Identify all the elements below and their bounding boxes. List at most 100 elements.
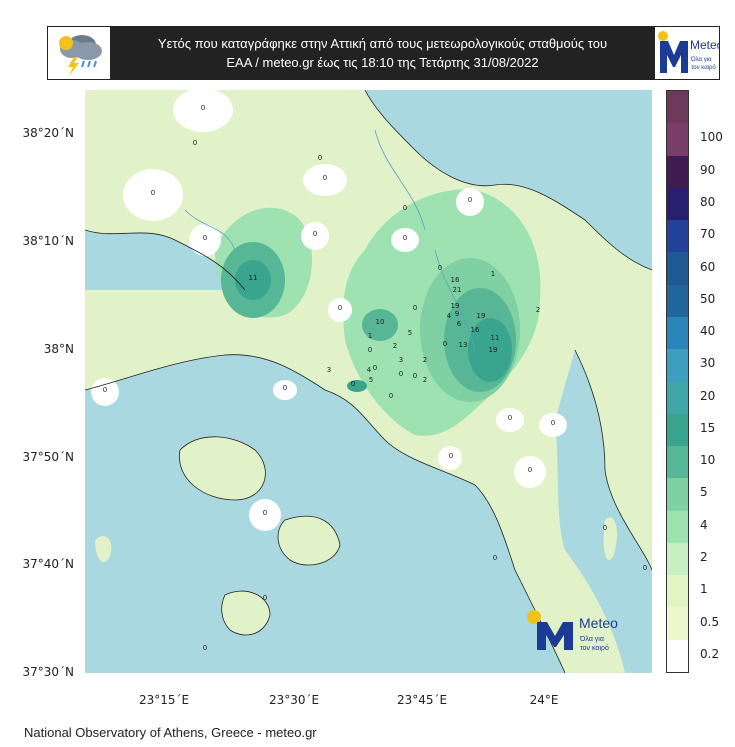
svg-text:Όλα για: Όλα για	[579, 636, 604, 643]
station-value: 0	[203, 644, 207, 652]
station-value: 11	[491, 334, 500, 342]
station-value: 0	[151, 189, 155, 197]
station-value: 0	[438, 264, 442, 272]
colorbar-step	[667, 187, 688, 221]
station-value: 19	[477, 312, 486, 320]
colorbar-label: 80	[700, 194, 716, 209]
station-value: 10	[376, 318, 385, 326]
station-value: 0	[399, 370, 403, 378]
station-value: 0	[643, 564, 647, 572]
colorbar-label: 90	[700, 162, 716, 177]
station-value: 0	[449, 452, 453, 460]
colorbar-step	[667, 155, 688, 189]
station-value: 11	[249, 274, 258, 282]
footer-credit: National Observatory of Athens, Greece -…	[24, 725, 317, 740]
colorbar-step	[667, 381, 688, 415]
precipitation-map: 0 0 0 0 0 0 0 0 0 0 11 0 0 0 0 16 21 1 19 4 9 19 6 16 10 5 0 1 0 0 2 13…	[85, 90, 652, 673]
meteo-watermark: Meteo Όλα για τον καιρό	[525, 608, 635, 656]
lat-label: 37°40΄N	[22, 557, 74, 571]
station-value: 0	[318, 154, 322, 162]
station-value: 0	[403, 204, 407, 212]
svg-text:Όλα για: Όλα για	[690, 57, 712, 63]
colorbar-label: 4	[700, 517, 708, 532]
station-value: 1	[491, 270, 495, 278]
station-value: 0	[443, 340, 447, 348]
colorbar-step	[667, 478, 688, 512]
colorbar-label: 2	[700, 550, 708, 565]
colorbar-step	[667, 446, 688, 479]
station-value: 0	[338, 304, 342, 312]
lat-label: 38°10΄N	[22, 234, 74, 248]
colorbar-label: 15	[700, 420, 716, 435]
logo-text: Meteo	[690, 38, 720, 52]
lat-label: 38°20΄N	[22, 126, 74, 140]
colorbar-label: 0.2	[700, 646, 720, 661]
lon-label: 23°45΄E	[396, 693, 448, 707]
colorbar-step	[667, 123, 688, 157]
station-value: 16	[451, 276, 460, 284]
station-value: 2	[423, 376, 427, 384]
colorbar-step	[667, 639, 688, 673]
gulf-west	[85, 230, 245, 290]
colorbar-label: 1	[700, 582, 708, 597]
station-value: 3	[399, 356, 403, 364]
colorbar-step	[667, 284, 688, 318]
station-value: 0	[493, 554, 497, 562]
colorbar-label: 30	[700, 356, 716, 371]
colorbar-label: 5	[700, 485, 708, 500]
station-value: 0	[263, 509, 267, 517]
lat-label: 38°N	[43, 342, 74, 356]
station-value: 0	[103, 386, 107, 394]
station-value: 5	[408, 329, 412, 337]
station-value: 4	[367, 366, 372, 374]
map-title: Υετός που καταγράφηκε στην Αττική από το…	[110, 27, 655, 79]
station-value: 0	[263, 594, 267, 602]
station-value: 0	[551, 419, 555, 427]
lat-label: 37°30΄N	[22, 665, 74, 679]
saronic-gulf	[85, 354, 565, 673]
title-line-2: ΕΑΑ / meteo.gr έως τις 18:10 της Τετάρτη…	[226, 55, 539, 70]
salamina-like	[179, 436, 266, 500]
lat-label: 37°50΄N	[22, 450, 74, 464]
colorbar-label: 0.5	[700, 614, 720, 629]
station-value: 21	[453, 286, 462, 294]
colorbar-label: 10	[700, 453, 716, 468]
station-value: 16	[471, 326, 480, 334]
colorbar-label: 50	[700, 291, 716, 306]
station-value: 4	[447, 312, 452, 320]
colorbar-step	[667, 220, 688, 253]
station-value: 1	[368, 332, 372, 340]
sea-east	[555, 350, 652, 673]
colorbar-label: 60	[700, 259, 716, 274]
station-value: 0	[603, 524, 607, 532]
colorbar-label: 100	[700, 130, 723, 145]
colorbar-step	[667, 575, 688, 608]
sea-north	[365, 90, 652, 270]
station-value: 0	[403, 234, 407, 242]
station-value: 0	[508, 414, 512, 422]
station-value: 19	[489, 346, 498, 354]
colorbar-step	[667, 316, 688, 350]
station-value: 0	[413, 372, 417, 380]
colorbar-step	[667, 349, 688, 382]
lon-label: 24°E	[529, 693, 559, 707]
title-line-1: Υετός που καταγράφηκε στην Αττική από το…	[157, 36, 608, 51]
watermark-text: Meteo	[579, 615, 618, 631]
colorbar-step	[667, 542, 688, 576]
station-value: 6	[457, 320, 462, 328]
lon-label: 23°30΄E	[268, 693, 320, 707]
station-value: 13	[459, 341, 468, 349]
station-value: 3	[327, 366, 331, 374]
station-value: 0	[351, 380, 355, 388]
station-value: 2	[423, 356, 427, 364]
svg-text:τον καιρό: τον καιρό	[691, 64, 716, 71]
header-banner: Υετός που καταγράφηκε στην Αττική από το…	[47, 26, 724, 80]
station-value: 0	[283, 384, 287, 392]
station-value: 0	[528, 466, 532, 474]
colorbar	[666, 90, 689, 673]
station-value: 19	[451, 302, 460, 310]
storm-cloud-icon	[52, 29, 108, 79]
station-value: 0	[389, 392, 393, 400]
station-value: 0	[313, 230, 317, 238]
